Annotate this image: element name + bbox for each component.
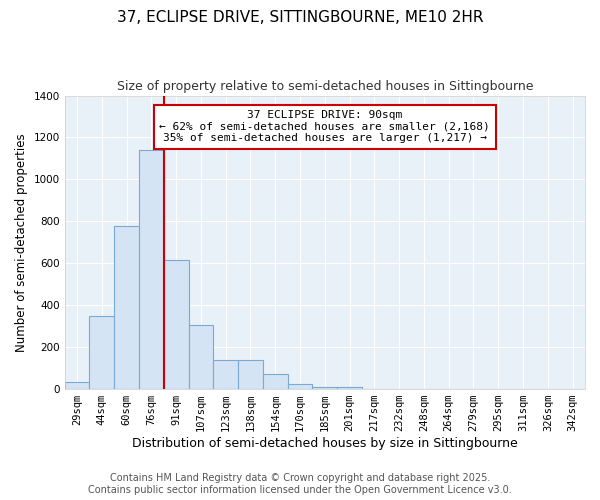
Y-axis label: Number of semi-detached properties: Number of semi-detached properties [15,133,28,352]
Bar [263,374,287,389]
Bar [287,384,313,389]
Bar [114,226,139,389]
Title: Size of property relative to semi-detached houses in Sittingbourne: Size of property relative to semi-detach… [116,80,533,93]
Bar [164,260,188,389]
Bar [337,387,362,389]
Bar [188,325,214,389]
Text: 37 ECLIPSE DRIVE: 90sqm
← 62% of semi-detached houses are smaller (2,168)
35% of: 37 ECLIPSE DRIVE: 90sqm ← 62% of semi-de… [160,110,490,144]
X-axis label: Distribution of semi-detached houses by size in Sittingbourne: Distribution of semi-detached houses by … [132,437,518,450]
Text: 37, ECLIPSE DRIVE, SITTINGBOURNE, ME10 2HR: 37, ECLIPSE DRIVE, SITTINGBOURNE, ME10 2… [117,10,483,25]
Bar [313,387,337,389]
Bar [238,360,263,389]
Bar [214,360,238,389]
Bar [89,316,114,389]
Text: Contains HM Land Registry data © Crown copyright and database right 2025.
Contai: Contains HM Land Registry data © Crown c… [88,474,512,495]
Bar [139,150,164,389]
Bar [65,382,89,389]
